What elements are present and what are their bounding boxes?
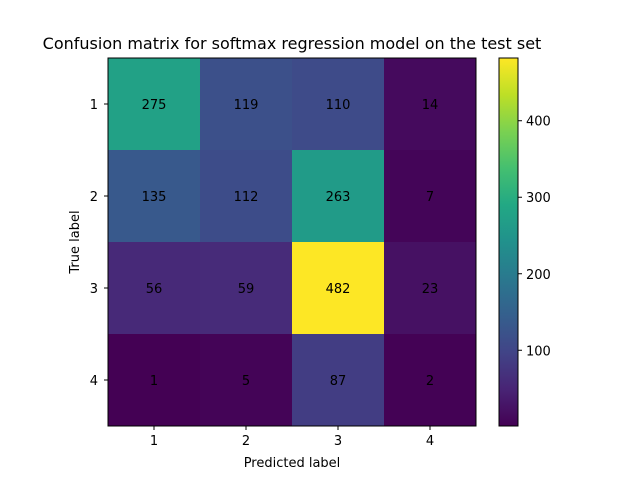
heatmap-cell-r4-c4 <box>384 334 477 427</box>
cell-value-label: 119 <box>234 98 259 113</box>
colorbar <box>498 57 519 427</box>
chart-title: Confusion matrix for softmax regression … <box>43 34 542 53</box>
x-axis-label: Predicted label <box>244 456 341 471</box>
cell-value-label: 59 <box>238 282 255 297</box>
heatmap-cell-r2-c3 <box>292 150 385 243</box>
heatmap-cell-labels: 275 119 110 14 135 112 263 7 56 59 482 23 1 5 87 2 <box>142 98 439 389</box>
cell-value-label: 275 <box>142 98 167 113</box>
cell-value-label: 5 <box>242 374 250 389</box>
cell-value-label: 87 <box>330 374 347 389</box>
cell-value-label: 482 <box>326 282 351 297</box>
x-tick-label: 3 <box>334 434 342 449</box>
cell-value-label: 135 <box>142 190 167 205</box>
x-tick-label: 2 <box>242 434 250 449</box>
colorbar-tick-label: 100 <box>526 344 551 359</box>
y-tick-label: 2 <box>90 190 98 205</box>
heatmap-cell-r4-c3 <box>292 334 385 427</box>
cell-value-label: 263 <box>326 190 351 205</box>
heatmap-cell-r1-c3 <box>292 58 385 151</box>
colorbar-tick-label: 400 <box>526 115 551 130</box>
heatmap-cell-r1-c4 <box>384 58 477 151</box>
heatmap-cells <box>108 58 477 427</box>
y-tick-label: 1 <box>90 98 98 113</box>
cell-value-label: 56 <box>146 282 163 297</box>
cell-value-label: 14 <box>422 98 439 113</box>
cell-value-label: 1 <box>150 374 158 389</box>
x-axis-ticks: 1 2 3 4 <box>150 426 434 449</box>
cell-value-label: 112 <box>234 190 259 205</box>
x-tick-label: 4 <box>426 434 434 449</box>
heatmap-cell-r4-c1 <box>108 334 201 427</box>
colorbar-tick-label: 300 <box>526 191 551 206</box>
colorbar-ticks: 100 200 300 400 <box>518 115 551 359</box>
plot-frame <box>107 57 477 427</box>
heatmap-cell-r1-c2 <box>200 58 293 151</box>
heatmap-cell-r2-c1 <box>108 150 201 243</box>
heatmap-cell-r4-c2 <box>200 334 293 427</box>
heatmap-cell-r2-c4 <box>384 150 477 243</box>
heatmap-cell-r3-c1 <box>108 242 201 335</box>
cell-value-label: 23 <box>422 282 439 297</box>
heatmap-cell-r3-c2 <box>200 242 293 335</box>
heatmap-cell-r3-c4 <box>384 242 477 335</box>
heatmap-cell-r1-c1 <box>108 58 201 151</box>
y-tick-label: 3 <box>90 282 98 297</box>
y-axis-ticks: 1 2 3 4 <box>90 98 108 389</box>
cell-value-label: 2 <box>426 374 434 389</box>
cell-value-label: 110 <box>326 98 351 113</box>
colorbar-tick-label: 200 <box>526 268 551 283</box>
heatmap-cell-r3-c3 <box>292 242 385 335</box>
y-axis-label: True label <box>68 210 83 274</box>
cell-value-label: 7 <box>426 190 434 205</box>
x-tick-label: 1 <box>150 434 158 449</box>
y-tick-label: 4 <box>90 374 98 389</box>
heatmap-cell-r2-c2 <box>200 150 293 243</box>
